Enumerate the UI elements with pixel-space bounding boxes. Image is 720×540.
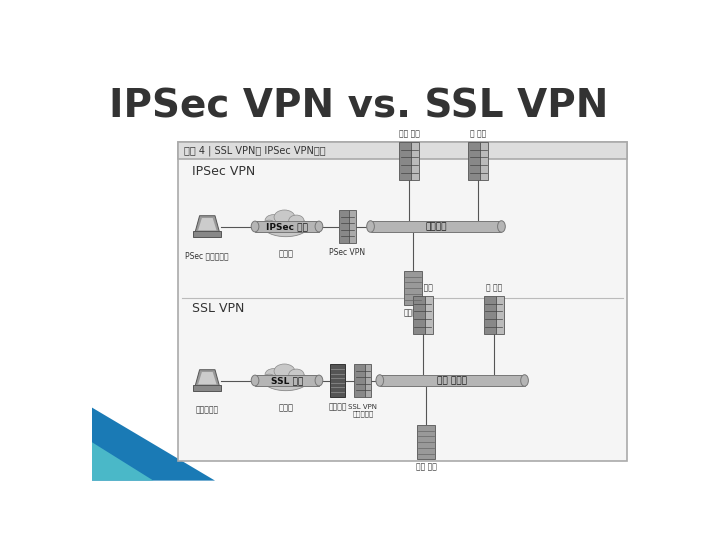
Ellipse shape <box>289 215 304 226</box>
Polygon shape <box>195 370 220 387</box>
FancyBboxPatch shape <box>379 375 525 386</box>
Text: 사내서버: 사내서버 <box>426 222 446 231</box>
Text: IPSec 터널: IPSec 터널 <box>266 222 308 231</box>
FancyBboxPatch shape <box>194 385 221 392</box>
Text: 사내 이더넷: 사내 이더넷 <box>437 376 467 385</box>
FancyBboxPatch shape <box>330 364 345 397</box>
Ellipse shape <box>498 221 505 232</box>
FancyBboxPatch shape <box>399 142 411 180</box>
Polygon shape <box>92 442 153 481</box>
Text: PSec VPN: PSec VPN <box>329 248 366 257</box>
Text: IPSec VPN vs. SSL VPN: IPSec VPN vs. SSL VPN <box>109 88 608 126</box>
Ellipse shape <box>274 210 295 225</box>
Ellipse shape <box>521 375 528 386</box>
Text: 파일서버: 파일서버 <box>404 308 422 317</box>
Ellipse shape <box>315 221 323 232</box>
FancyBboxPatch shape <box>255 221 319 232</box>
Ellipse shape <box>251 375 259 386</box>
Text: 그림 4 | SSL VPN과 IPSec VPN비교: 그림 4 | SSL VPN과 IPSec VPN비교 <box>184 145 326 156</box>
Text: PSec 클라이언트: PSec 클라이언트 <box>186 251 229 260</box>
FancyBboxPatch shape <box>468 142 480 180</box>
Text: 인터넷: 인터넷 <box>279 403 293 413</box>
Text: 메일 서버: 메일 서버 <box>399 129 420 138</box>
FancyBboxPatch shape <box>339 211 349 242</box>
Ellipse shape <box>263 220 276 230</box>
FancyBboxPatch shape <box>417 425 435 460</box>
Ellipse shape <box>264 370 308 390</box>
Ellipse shape <box>366 221 374 232</box>
Polygon shape <box>195 215 220 233</box>
Ellipse shape <box>263 374 276 383</box>
Text: 메일 서버: 메일 서버 <box>413 283 433 292</box>
FancyBboxPatch shape <box>364 364 372 397</box>
FancyBboxPatch shape <box>178 142 627 159</box>
Ellipse shape <box>251 221 259 232</box>
Text: 파일 서버: 파일 서버 <box>415 462 436 471</box>
Ellipse shape <box>376 375 384 386</box>
Text: 인터넷: 인터넷 <box>279 249 293 259</box>
Text: IPSec VPN: IPSec VPN <box>192 165 255 178</box>
FancyBboxPatch shape <box>349 211 356 242</box>
FancyBboxPatch shape <box>354 364 364 397</box>
FancyBboxPatch shape <box>411 142 419 180</box>
Text: SSL 터널: SSL 터널 <box>271 376 303 385</box>
FancyBboxPatch shape <box>496 296 504 334</box>
FancyBboxPatch shape <box>480 142 488 180</box>
Text: SSL VPN
게이트웨이: SSL VPN 게이트웨이 <box>348 403 377 417</box>
FancyBboxPatch shape <box>413 296 425 334</box>
Text: 파이어월: 파이어월 <box>328 402 347 411</box>
FancyBboxPatch shape <box>371 221 501 232</box>
Polygon shape <box>92 408 215 481</box>
FancyBboxPatch shape <box>484 296 496 334</box>
Ellipse shape <box>265 369 282 381</box>
Polygon shape <box>198 372 217 384</box>
Text: 웹 서버: 웹 서버 <box>485 283 502 292</box>
FancyBboxPatch shape <box>404 271 422 306</box>
Text: 웹브라우저: 웹브라우저 <box>196 405 219 414</box>
Text: 웹 서버: 웹 서버 <box>470 129 487 138</box>
FancyBboxPatch shape <box>194 231 221 237</box>
Text: SSL VPN: SSL VPN <box>192 301 244 315</box>
Ellipse shape <box>289 369 304 380</box>
Ellipse shape <box>265 214 282 226</box>
FancyBboxPatch shape <box>425 296 433 334</box>
Ellipse shape <box>315 375 323 386</box>
Ellipse shape <box>274 364 295 379</box>
FancyBboxPatch shape <box>178 142 627 461</box>
FancyBboxPatch shape <box>255 375 319 386</box>
Ellipse shape <box>264 217 308 237</box>
Polygon shape <box>198 218 217 231</box>
